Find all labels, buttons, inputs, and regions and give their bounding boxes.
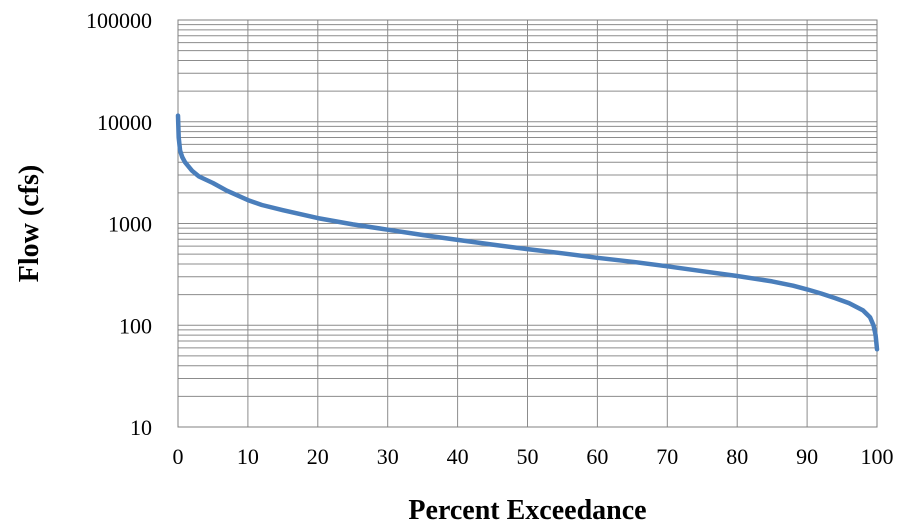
x-tick-label: 0 xyxy=(173,444,184,469)
x-tick-label: 10 xyxy=(237,444,259,469)
x-tick-label: 70 xyxy=(656,444,678,469)
x-tick-label: 40 xyxy=(447,444,469,469)
x-tick-label: 60 xyxy=(586,444,608,469)
chart-series xyxy=(175,113,880,352)
x-axis-tick-labels: 0 10 20 30 40 50 60 70 80 90 100 xyxy=(173,444,894,469)
chart-gridlines xyxy=(177,20,878,428)
flow-series-line xyxy=(175,113,880,352)
x-tick-label: 50 xyxy=(517,444,539,469)
y-tick-label: 100000 xyxy=(86,8,152,33)
x-tick-label: 100 xyxy=(861,444,894,469)
y-axis-tick-labels: 10 100 1000 10000 100000 xyxy=(86,8,152,440)
x-tick-label: 30 xyxy=(377,444,399,469)
x-tick-label: 80 xyxy=(726,444,748,469)
x-axis-title: Percent Exceedance xyxy=(408,495,646,526)
x-tick-label: 20 xyxy=(307,444,329,469)
y-tick-label: 10000 xyxy=(97,110,152,135)
y-axis-title: Flow (cfs) xyxy=(14,165,45,282)
x-tick-label: 90 xyxy=(796,444,818,469)
y-tick-label: 1000 xyxy=(108,212,152,237)
plot-area-border xyxy=(177,19,878,428)
y-tick-label: 100 xyxy=(119,313,152,338)
y-tick-label: 10 xyxy=(130,415,152,440)
